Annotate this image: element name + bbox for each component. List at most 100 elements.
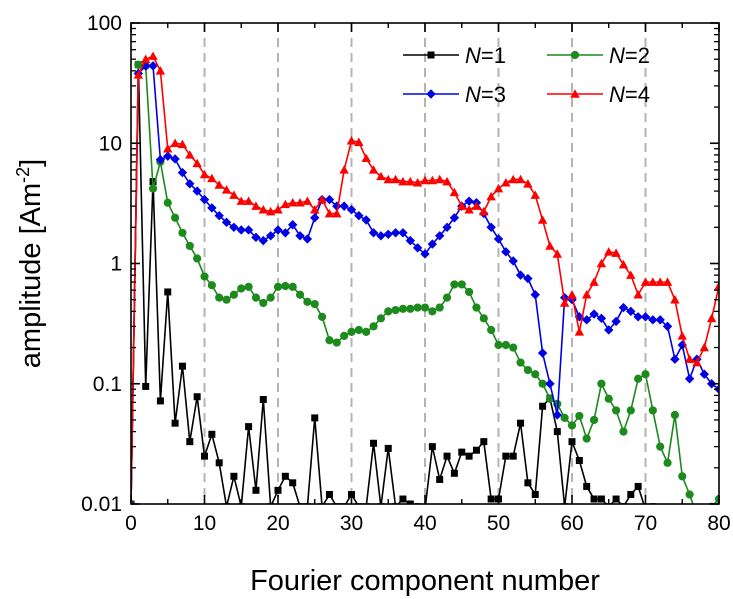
legend-swatch-marker [427,51,435,59]
series-4-point-46 [464,205,474,214]
series-3-point-67 [618,302,629,313]
series-4-point-8 [185,150,195,159]
legend-label-italic: N [609,43,625,68]
series-2-point-28 [332,338,341,347]
series-4-point-5 [163,144,173,153]
series-2-point-59 [560,413,569,423]
series-2-point-23 [295,290,305,299]
series-4-point-3 [148,51,158,60]
series-4-point-74 [670,294,680,304]
series-2-point-40 [420,303,430,312]
series-3-point-30 [346,205,357,215]
series-3-point-37 [398,228,408,238]
series-2-point-71 [648,406,657,415]
series-3-point-11 [207,203,217,213]
series-1-point-17 [252,486,260,494]
series-4-point-45 [457,201,467,210]
series-3-point-7 [177,167,188,178]
series-1-point-5 [164,288,172,296]
y-axis-title-main: amplitude [Am [15,183,47,368]
series-3-point-23 [295,231,305,241]
series-2-point-56 [538,379,547,388]
series-4-point-49 [486,191,496,201]
series-3-point-36 [390,228,401,238]
series-4-point-38 [405,176,415,186]
x-tick-label: 30 [340,512,363,535]
series-2-point-1 [134,60,143,69]
series-2-point-47 [472,303,481,312]
series-1-point-60 [568,438,576,446]
series-2-point-27 [325,336,334,345]
series-1-point-58 [553,428,561,436]
series-3-point-74 [670,354,680,364]
y-axis-title: amplitude [Am-2] [13,159,47,368]
series-2-point-5 [163,198,172,207]
series-4-point-17 [251,201,261,210]
series-4-point-71 [648,277,658,286]
series-4-point-53 [515,174,526,184]
series-3-point-66 [611,316,621,327]
series-3-point-50 [493,234,504,244]
series-3-point-12 [214,210,224,221]
series-3-point-32 [361,215,371,225]
legend-label-rest: =1 [481,43,506,68]
series-2-point-51 [501,340,510,350]
series-4-point-7 [177,139,188,149]
series-4-point-34 [376,171,386,181]
series-2-point-24 [303,297,312,306]
series-1-point-35 [384,444,392,452]
series-3-point-56 [537,348,548,358]
series-2-point-39 [413,303,422,312]
series-2-point-19 [266,293,275,302]
series-2-point-26 [318,312,327,321]
series-4-point-43 [442,176,452,186]
series-3-point-68 [626,306,636,317]
series-3-point-54 [523,273,533,284]
series-2-point-31 [354,325,363,335]
series-3-point-13 [221,217,232,228]
series-4-point-36 [390,174,401,184]
series-4-point-73 [662,277,673,286]
series-4-point-35 [383,174,393,184]
series-2-point-6 [171,213,180,222]
series-2-point-73 [663,458,672,467]
series-3-point-15 [236,225,246,235]
series-2-point-52 [509,343,518,352]
series-3-point-5 [163,151,173,161]
series-3-point-38 [405,235,415,246]
series-2-point-55 [531,370,540,379]
series-2-point-29 [340,331,349,340]
series-2-point-74 [670,410,680,420]
series-line-1 [131,64,645,504]
series-4-point-22 [288,198,298,207]
series-3-point-33 [368,228,379,238]
series-3-point-8 [185,179,195,189]
series-2-point-10 [200,272,209,281]
series-1-point-2 [142,382,150,390]
legend-label-rest: =4 [625,82,650,107]
series-2-point-21 [281,281,290,291]
series-4-point-2 [141,54,151,63]
series-2-point-11 [207,281,216,290]
series-4-point-40 [420,175,430,185]
series-4-point-65 [604,247,614,256]
grid-lines [203,23,647,504]
series-2-point-75 [678,472,687,481]
series-4-point-29 [339,165,349,174]
y-tick-label: 0.01 [81,493,122,516]
series-3-point-41 [427,239,438,249]
series-1-point-6 [171,419,179,427]
series-1-point-61 [575,457,583,465]
series-4-point-51 [501,177,511,187]
y-axis-title-superscript: -2 [13,167,33,183]
series-4-point-26 [317,194,327,204]
series-3-point-20 [273,225,283,235]
series-2-point-20 [273,282,283,291]
series-4-point-32 [361,153,371,163]
series-4-point-59 [559,298,570,307]
series-1-point-38 [406,500,414,504]
series-3-point-58 [552,410,562,420]
series-4-point-6 [170,138,180,148]
